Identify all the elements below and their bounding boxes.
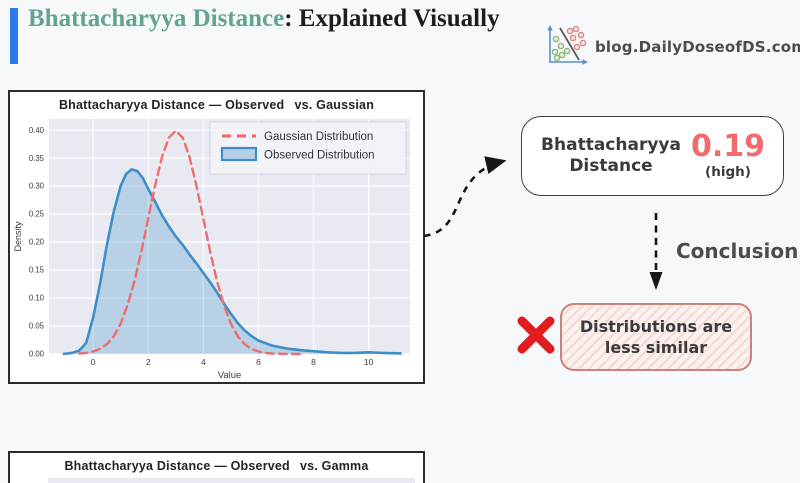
red-x-icon — [517, 316, 555, 354]
page-title-highlight: Bhattacharyya Distance — [28, 5, 285, 32]
gamma-chart-title: Bhattacharyya Distance — Observed vs. Ga… — [64, 459, 369, 473]
svg-text:Density: Density — [13, 221, 23, 252]
svg-text:0.10: 0.10 — [29, 294, 45, 303]
page-title: Bhattacharyya Distance: Explained Visual… — [28, 4, 512, 34]
svg-text:0.05: 0.05 — [29, 322, 45, 331]
svg-text:0.00: 0.00 — [29, 350, 45, 359]
svg-text:0.25: 0.25 — [29, 210, 45, 219]
blog-logo: blog.DailyDoseofDS.com — [543, 24, 800, 70]
distance-value-box: Bhattacharyya Distance 0.19 (high) — [521, 116, 784, 196]
svg-text:4: 4 — [201, 357, 206, 367]
distance-chart-plot: 0.00 0.05 0.10 0.15 0.20 0.25 0.30 0.35 0.40 0 2 4 6… — [13, 119, 410, 381]
distance-value-label: Bhattacharyya Distance — [541, 135, 681, 176]
curved-dashed-arrow — [423, 156, 507, 238]
svg-text:0.30: 0.30 — [29, 182, 45, 191]
title-accent-bar — [10, 8, 18, 64]
conclusion-label: Conclusion — [676, 239, 799, 263]
gaussian-chart-card: Bhattacharyya Distance — Observed vs. Ga… — [8, 90, 425, 384]
down-dashed-arrow — [649, 213, 663, 290]
svg-text:Value: Value — [218, 370, 242, 381]
conclusion-box: Distributions are less similar — [560, 303, 752, 371]
gamma-chart-card: Bhattacharyya Distance — Observed vs. Ga… — [8, 451, 425, 483]
svg-text:0: 0 — [91, 357, 96, 367]
page-title-rest: : Explained Visually — [284, 5, 500, 32]
gamma-plot-area — [48, 478, 415, 483]
scatter-plot-logo-icon — [543, 24, 589, 70]
svg-text:0.15: 0.15 — [29, 266, 45, 275]
svg-text:0.20: 0.20 — [29, 238, 45, 247]
gaussian-chart-title: Bhattacharyya Distance — Observed vs. Ga… — [58, 98, 375, 112]
svg-text:2: 2 — [146, 357, 151, 367]
svg-text:Gaussian Distribution: Gaussian Distribution — [264, 131, 373, 143]
svg-text:0.35: 0.35 — [29, 154, 45, 163]
distance-qualifier: (high) — [705, 164, 751, 180]
distance-value: 0.19 — [690, 129, 765, 164]
distance-value-group: 0.19 (high) — [690, 129, 765, 181]
svg-text:6: 6 — [256, 357, 261, 367]
blog-url-text: blog.DailyDoseofDS.com — [595, 38, 800, 56]
svg-text:0.40: 0.40 — [29, 126, 45, 135]
conclusion-text: Distributions are less similar — [579, 317, 733, 357]
svg-text:Observed Distribution: Observed Distribution — [264, 150, 375, 162]
svg-text:8: 8 — [311, 357, 316, 367]
svg-text:10: 10 — [364, 357, 374, 367]
